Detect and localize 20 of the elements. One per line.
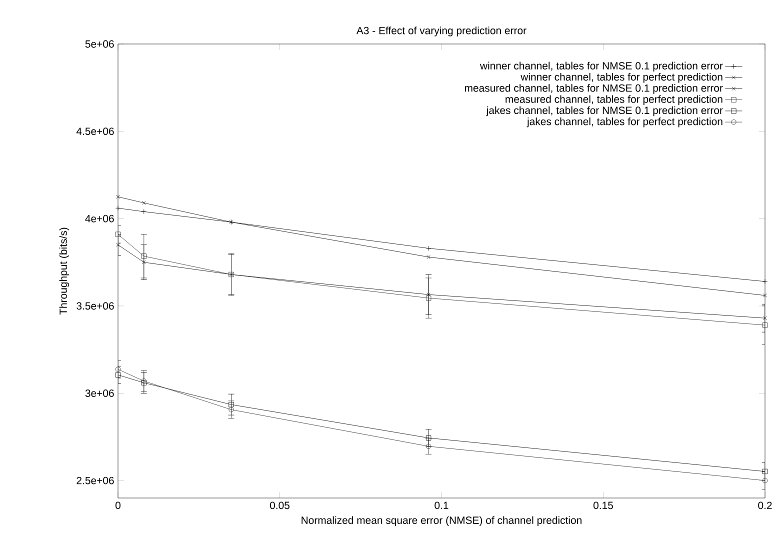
y-tick-label: 3.5e+06 (76, 302, 114, 310)
y-tick-label: 5e+06 (85, 40, 114, 48)
x-tick-label: 0.1 (434, 502, 448, 510)
y-tick-label: 3e+06 (85, 390, 114, 397)
x-tick-label: 0.2 (758, 502, 772, 510)
y-tick-label: 2.5e+06 (76, 476, 114, 484)
legend-label: measured channel, tables for NMSE 0.1 prediction error (464, 84, 723, 94)
y-tick-label: 4.5e+06 (76, 128, 114, 136)
x-tick-label: 0 (116, 502, 120, 510)
y-tick-label: 4e+06 (85, 214, 114, 222)
legend-label: winner channel, tables for NMSE 0.1 prediction error (480, 62, 723, 72)
y-axis-title: Throughput (bits/s) (59, 228, 70, 315)
x-tick-label: 0.05 (270, 502, 290, 510)
x-tick-label: 0.15 (593, 502, 613, 510)
chart-title: A3 - Effect of varying prediction error (356, 26, 526, 36)
legend-label: jakes channel, tables for NMSE 0.1 prediction error (486, 106, 723, 116)
x-axis-title: Normalized mean square error (NMSE) of channel prediction (302, 516, 582, 526)
legend-label: winner channel, tables for perfect prediction (520, 72, 722, 83)
legend-label: measured channel, tables for perfect prediction (506, 95, 722, 105)
legend-label: jakes channel, tables for perfect prediction (526, 118, 722, 128)
